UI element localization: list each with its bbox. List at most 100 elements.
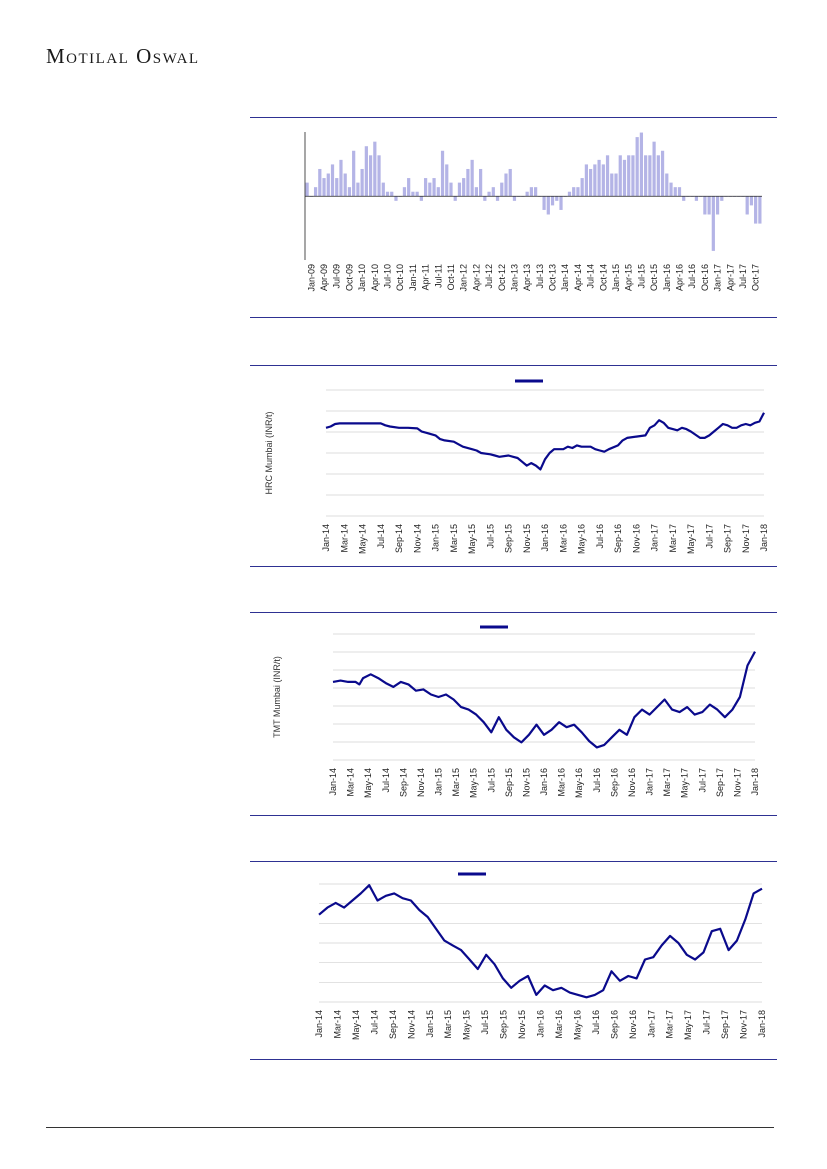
- bar: [707, 196, 711, 215]
- bar: [419, 196, 423, 201]
- x-tick-label: Jul-16: [591, 1010, 601, 1035]
- x-tick-label: Jul-14: [376, 524, 386, 549]
- bar: [601, 164, 605, 197]
- x-tick-label: Jul-12: [484, 264, 494, 289]
- x-tick-label: Mar-16: [558, 524, 568, 553]
- x-tick-label: Apr-09: [319, 264, 329, 291]
- x-tick-label: Jan-15: [425, 1010, 435, 1038]
- x-tick-label: Oct-12: [497, 264, 507, 291]
- x-tick-label: Oct-13: [548, 264, 558, 291]
- x-tick-label: May-14: [351, 1010, 361, 1040]
- bar: [754, 196, 758, 224]
- x-tick-label: Jul-16: [595, 524, 605, 549]
- bar: [474, 187, 478, 197]
- bar: [339, 159, 343, 197]
- bar: [423, 178, 428, 197]
- bar: [356, 182, 360, 197]
- chart-bar-growth: Jan-09 Apr-09 Jul-09 Oct-09 Jan-10 Apr-10 Jul-…: [304, 132, 762, 292]
- x-tick-label: Mar-17: [665, 1010, 675, 1039]
- bar: [745, 196, 749, 215]
- bar: [495, 196, 500, 201]
- bar: [529, 187, 533, 197]
- x-tick-label: Oct-11: [446, 264, 456, 290]
- x-tick-label: Sep-14: [398, 768, 408, 797]
- x-tick-label: Nov-17: [739, 1010, 749, 1039]
- x-tick-label: Jan-16: [540, 524, 550, 552]
- x-tick-label: Sep-14: [394, 524, 404, 553]
- x-tick-label: Apr-12: [471, 264, 481, 291]
- bar: [715, 196, 720, 215]
- bar: [534, 187, 538, 197]
- x-tick-label: Jan-12: [459, 264, 469, 292]
- bar: [631, 155, 635, 197]
- bar: [639, 132, 644, 197]
- x-tick-label: Jul-16: [687, 264, 697, 289]
- x-tick-label: May-14: [363, 768, 373, 798]
- x-tick-label: Nov-14: [416, 768, 426, 797]
- x-tick-label: Jul-14: [586, 264, 596, 289]
- bar: [318, 168, 322, 197]
- x-tick-label: Jan-14: [560, 264, 570, 292]
- x-tick-label: Jan-15: [434, 768, 444, 796]
- x-tick-label: Mar-14: [339, 524, 349, 553]
- bar: [550, 196, 555, 206]
- bar: [648, 155, 652, 197]
- bar: [466, 168, 470, 197]
- x-tick-label: Jan-15: [611, 264, 621, 292]
- x-tick-label: Jan-14: [321, 524, 331, 552]
- x-tick-label: Jan-14: [314, 1010, 324, 1038]
- bar: [580, 178, 584, 197]
- x-tick-label: Nov-17: [741, 524, 751, 553]
- chart1-bottom-rule: [250, 317, 777, 318]
- x-tick-label: Sep-14: [388, 1010, 398, 1039]
- bar: [512, 196, 517, 201]
- x-tick-label: Oct-09: [344, 264, 354, 291]
- x-tick-label: Nov-16: [627, 768, 637, 797]
- bar: [542, 196, 546, 210]
- x-tick-label: Apr-10: [370, 264, 380, 291]
- chart2-bottom-rule: [250, 566, 777, 567]
- bar: [377, 155, 381, 197]
- bar: [385, 191, 390, 197]
- x-tick-label: Oct-15: [649, 264, 659, 291]
- x-tick-label: May-14: [358, 524, 368, 554]
- bar: [394, 196, 398, 201]
- bar: [415, 191, 419, 197]
- bar: [428, 182, 432, 197]
- x-tick-label: Sep-16: [609, 1010, 619, 1039]
- chart3-bottom-rule: [250, 815, 777, 816]
- x-tick-label: Sep-17: [720, 1010, 730, 1039]
- y-axis-title: HRC Mumbai (INR/t): [264, 411, 274, 494]
- x-tick-label: Sep-17: [715, 768, 725, 797]
- x-tick-label: Mar-15: [451, 768, 461, 797]
- x-tick-label: Jul-15: [480, 1010, 490, 1035]
- bar: [720, 196, 724, 201]
- chart-tmt-mumbai: TMT Mumbai (INR/t) Jan-14 Mar-14 May-14 Jul-…: [272, 625, 760, 798]
- x-tick-label: Mar-14: [346, 768, 356, 797]
- footer-rule: [46, 1127, 774, 1128]
- bar: [504, 173, 508, 197]
- chart3-top-rule: [250, 612, 777, 613]
- bar: [322, 178, 326, 197]
- x-tick-label: Mar-16: [554, 1010, 564, 1039]
- bar: [305, 182, 309, 197]
- x-tick-label: Sep-16: [609, 768, 619, 797]
- bar: [457, 182, 462, 197]
- x-tick-label: Jan-18: [757, 1010, 767, 1038]
- bar: [546, 196, 550, 215]
- x-tick-label: Mar-15: [443, 1010, 453, 1039]
- bar: [673, 187, 677, 197]
- x-tick-label: Jan-16: [536, 1010, 546, 1038]
- x-tick-label: Mar-17: [662, 768, 672, 797]
- series-line: [318, 884, 763, 999]
- bar: [462, 178, 466, 197]
- bar: [335, 178, 339, 197]
- x-tick-label: Mar-15: [449, 524, 459, 553]
- x-tick-label: Nov-14: [406, 1010, 416, 1039]
- x-tick-label: Jul-17: [704, 524, 714, 549]
- bar: [479, 168, 483, 197]
- bar: [525, 191, 529, 197]
- chart-price-index: Jan-14 Mar-14 May-14 Jul-14 Sep-14 Nov-14 Jan-…: [314, 872, 767, 1040]
- bar: [352, 150, 356, 197]
- bar: [614, 173, 618, 197]
